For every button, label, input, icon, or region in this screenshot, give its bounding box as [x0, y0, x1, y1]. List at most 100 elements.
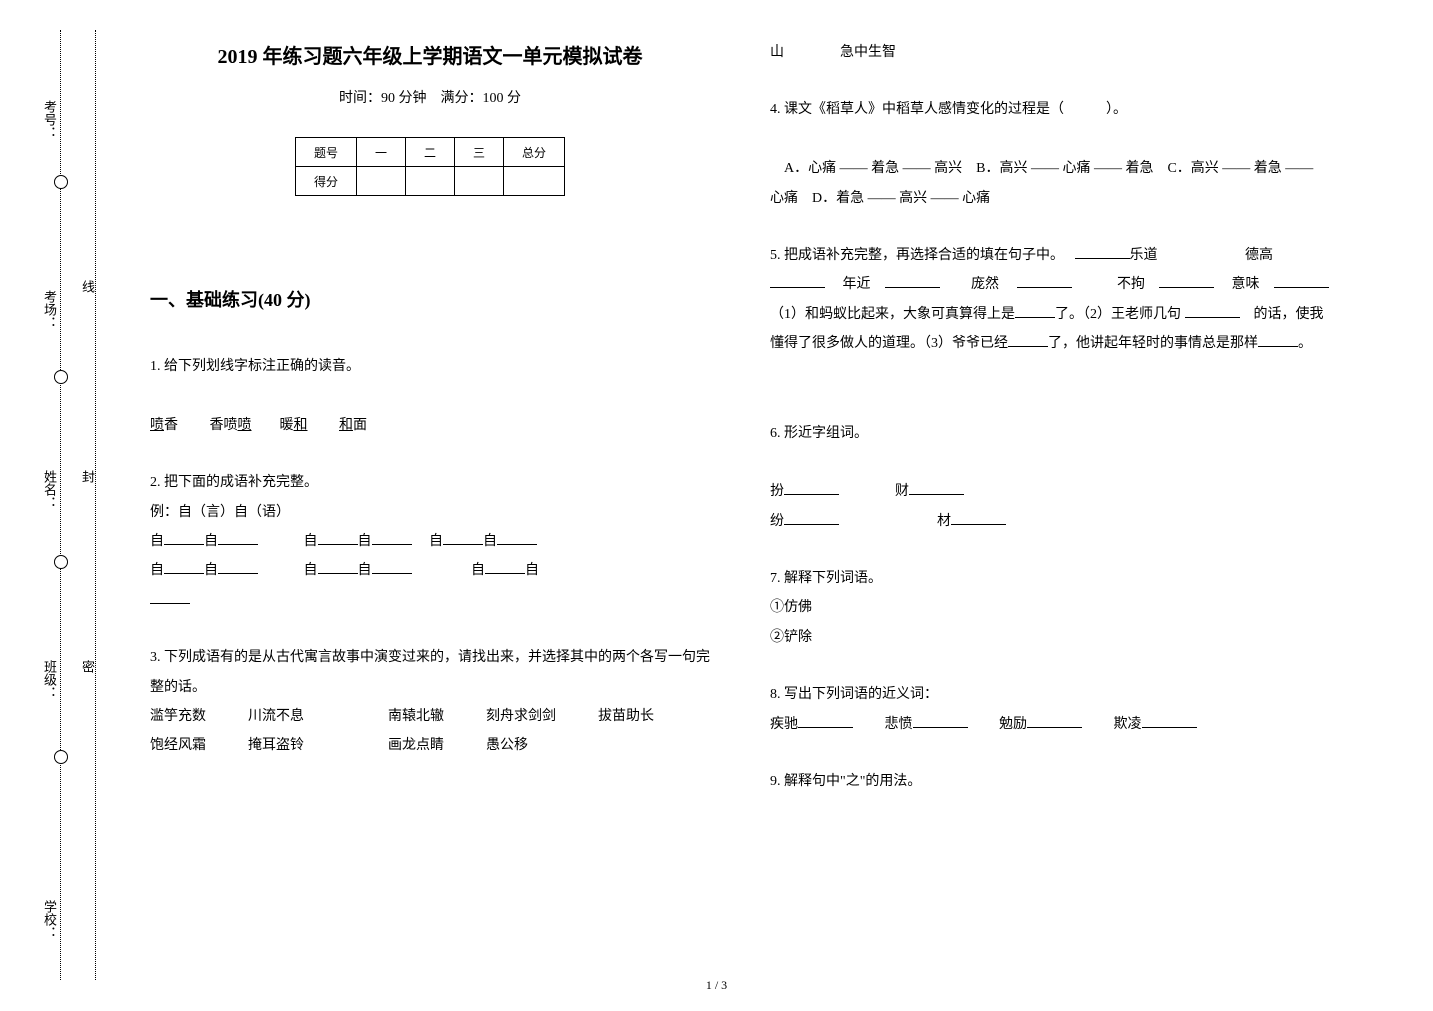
blank — [485, 557, 525, 574]
exam-timing: 时间：90 分钟 满分：100 分 — [150, 87, 710, 107]
text: 香喷 — [210, 418, 238, 433]
cell: 二 — [405, 138, 454, 167]
blank — [1185, 301, 1240, 318]
page-number: 1 / 3 — [706, 978, 727, 993]
blank — [164, 528, 204, 545]
blank — [784, 508, 839, 525]
idiom: 南辕北辙 — [388, 709, 444, 724]
blank — [318, 557, 358, 574]
item: ①仿佛 — [770, 600, 812, 615]
zi: 自 — [429, 534, 443, 549]
zi: 自 — [204, 534, 218, 549]
question-4: 4. 课文《稻草人》中稻草人感情变化的过程是（ ）。 A．心痛 —— 着急 ——… — [770, 95, 1330, 213]
idiom: 刻舟求剑 — [486, 709, 542, 724]
q3-overflow: 山 急中生智 — [770, 38, 1330, 67]
blank — [1027, 711, 1082, 728]
text: （1）和蚂蚁比起来，大象可真算得上是 — [770, 307, 1015, 322]
blank — [164, 557, 204, 574]
example: 例：自（言）自（语） — [150, 505, 290, 520]
word: 欺凌 — [1114, 717, 1142, 732]
column-right: 山 急中生智 4. 课文《稻草人》中稻草人感情变化的过程是（ ）。 A．心痛 —… — [770, 30, 1330, 824]
blank — [218, 528, 258, 545]
char: 财 — [895, 484, 909, 499]
q-text: 给下列划线字标注正确的读音。 — [164, 359, 360, 374]
idiom: 愚公移 — [486, 738, 528, 753]
blank — [1017, 271, 1072, 288]
zi: 自 — [150, 534, 164, 549]
underlined: 和 — [339, 418, 353, 433]
blank — [1075, 242, 1130, 259]
page-content: 2019 年练习题六年级上学期语文一单元模拟试卷 时间：90 分钟 满分：100… — [140, 0, 1433, 824]
text: 香 — [164, 418, 206, 433]
question-1: 1. 给下列划线字标注正确的读音。 喷香 香喷喷 暖和 和面 — [150, 352, 710, 440]
zi: 自 — [358, 534, 372, 549]
cell — [455, 167, 504, 196]
label-examid: 考号： — [40, 100, 59, 139]
word: 疾驰 — [770, 717, 798, 732]
blank — [1258, 330, 1298, 347]
text: 山 — [770, 45, 784, 60]
zi: 自 — [150, 563, 164, 578]
blank — [798, 711, 853, 728]
zi: 自 — [483, 534, 497, 549]
cell: 得分 — [295, 167, 356, 196]
blank — [1274, 271, 1329, 288]
exam-title: 2019 年练习题六年级上学期语文一单元模拟试卷 — [150, 40, 710, 69]
binding-margin: 考号： 考场： 姓名： 班级： 学校： 线 封 密 — [0, 0, 120, 1011]
blank — [951, 508, 1006, 525]
q-num: 4. — [770, 102, 781, 117]
cell: 一 — [356, 138, 405, 167]
q-text: 下列成语有的是从古代寓言故事中演变过来的，请找出来，并选择其中的两个各写一句完整… — [150, 650, 710, 694]
question-3: 3. 下列成语有的是从古代寓言故事中演变过来的，请找出来，并选择其中的两个各写一… — [150, 643, 710, 761]
char: 材 — [937, 514, 951, 529]
word: 悲愤 — [885, 717, 913, 732]
text: 年近 — [843, 277, 871, 292]
zi: 自 — [304, 534, 318, 549]
text: 意味 — [1232, 277, 1260, 292]
char: 扮 — [770, 484, 784, 499]
idiom: 拔苗助长 — [598, 709, 654, 724]
underlined: 和 — [294, 418, 308, 433]
cell — [405, 167, 454, 196]
blank — [218, 557, 258, 574]
underlined: 喷 — [150, 418, 164, 433]
blank — [443, 528, 483, 545]
q-num: 2. — [150, 475, 161, 490]
blank — [497, 528, 537, 545]
text — [311, 418, 339, 433]
q-num: 7. — [770, 571, 781, 586]
zi: 自 — [358, 563, 372, 578]
q-text: 把下面的成语补充完整。 — [164, 475, 318, 490]
question-6: 6. 形近字组词。 扮 财 纷 材 — [770, 419, 1330, 537]
q-num: 9. — [770, 774, 781, 789]
zi: 自 — [525, 563, 539, 578]
blank — [1142, 711, 1197, 728]
idiom: 川流不息 — [248, 709, 304, 724]
dotted-line-inner — [95, 30, 96, 980]
label-feng: 封 — [78, 470, 97, 483]
cell — [504, 167, 565, 196]
text: 剑 — [542, 709, 598, 724]
q-text: 形近字组词。 — [784, 426, 868, 441]
text: 不拘 — [1117, 277, 1145, 292]
idiom: 掩耳盗铃 — [248, 738, 304, 753]
q-num: 1. — [150, 359, 161, 374]
score-table: 题号 一 二 三 总分 得分 — [295, 137, 565, 196]
label-room: 考场： — [40, 290, 59, 329]
blank — [372, 528, 412, 545]
blank — [1008, 330, 1048, 347]
blank — [913, 711, 968, 728]
section-heading: 一、基础练习(40 分) — [150, 286, 710, 312]
cell — [356, 167, 405, 196]
q-text: 解释下列词语。 — [784, 571, 882, 586]
idiom: 滥竽充数 — [150, 709, 206, 724]
cell: 题号 — [295, 138, 356, 167]
question-8: 8. 写出下列词语的近义词： 疾驰 悲愤 勉励 欺凌 — [770, 680, 1330, 739]
label-name: 姓名： — [40, 470, 59, 509]
text: 了。（2）王老师几句 — [1055, 307, 1181, 322]
idiom: 饱经风霜 — [150, 738, 206, 753]
binding-circle — [54, 555, 68, 569]
blank — [1159, 271, 1214, 288]
q-text: 课文《稻草人》中稻草人感情变化的过程是（ ）。 — [784, 102, 1127, 117]
blank — [372, 557, 412, 574]
